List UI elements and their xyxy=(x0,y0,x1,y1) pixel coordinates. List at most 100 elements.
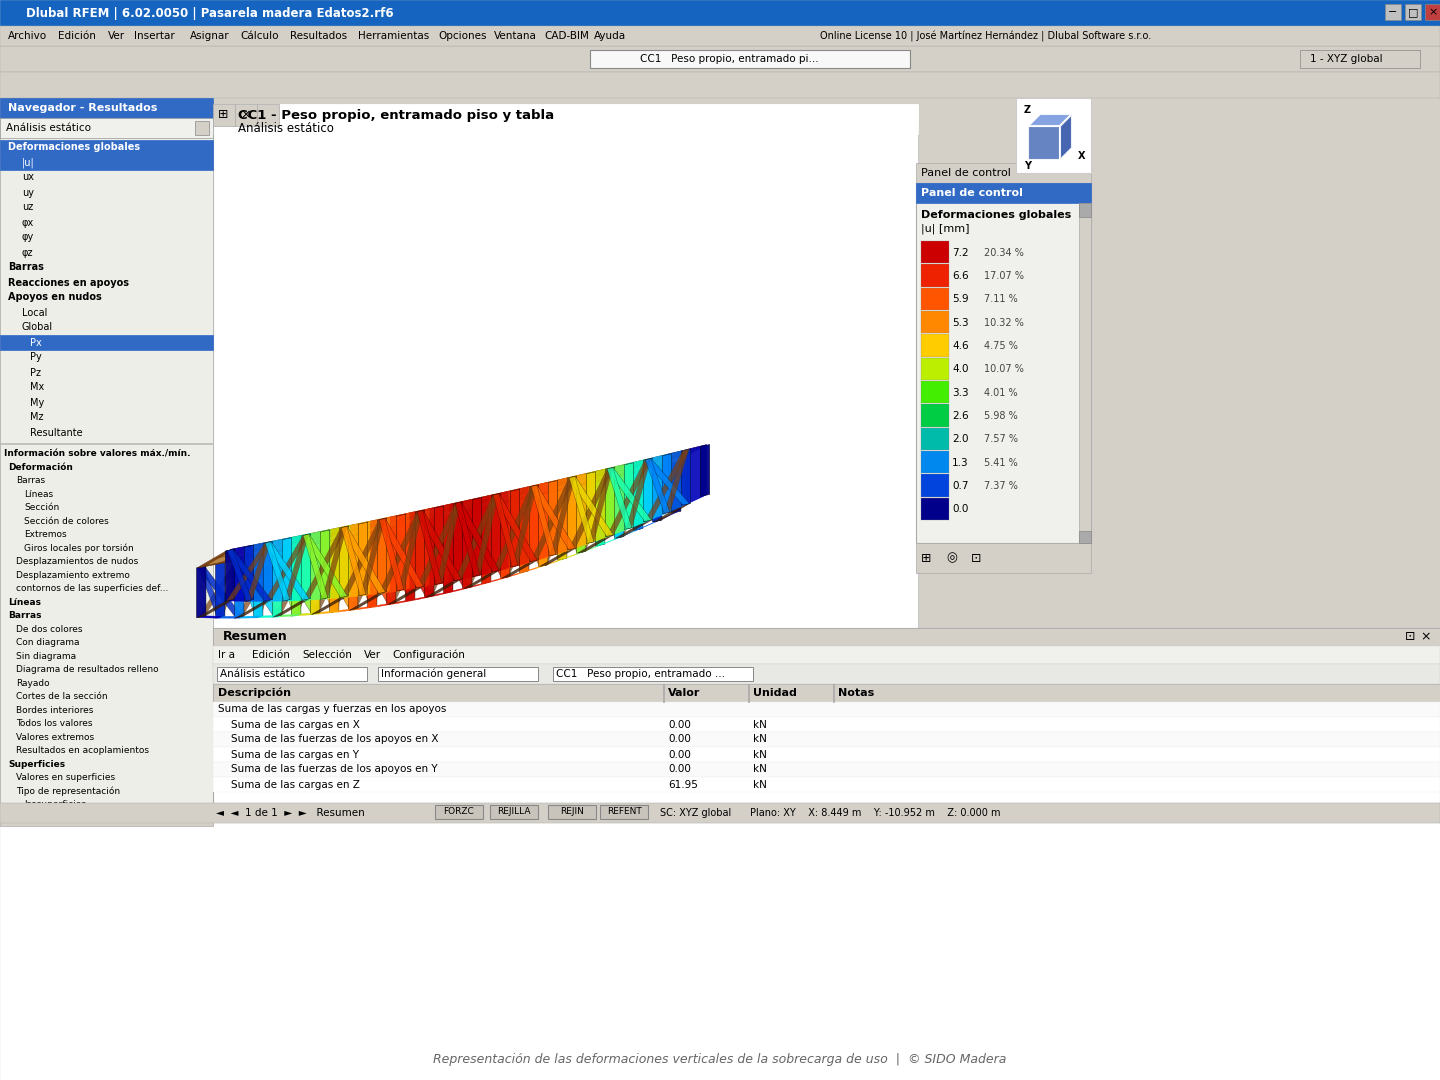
Bar xyxy=(256,104,279,126)
Text: |u|: |u| xyxy=(22,158,35,167)
Polygon shape xyxy=(308,597,331,600)
Text: Cortes de la sección: Cortes de la sección xyxy=(16,692,108,701)
Polygon shape xyxy=(410,509,429,588)
Polygon shape xyxy=(446,577,469,583)
Polygon shape xyxy=(200,562,222,568)
Text: ×: × xyxy=(1428,6,1437,17)
Polygon shape xyxy=(531,485,576,550)
Polygon shape xyxy=(644,458,652,522)
Polygon shape xyxy=(462,510,472,589)
Text: 7.37 %: 7.37 % xyxy=(984,481,1018,491)
Text: SC: XYZ global      Plano: XY    X: 8.449 m    Y: -10.952 m    Z: 0.000 m: SC: XYZ global Plano: XY X: 8.449 m Y: -… xyxy=(660,808,1001,818)
Polygon shape xyxy=(505,562,528,569)
Text: Ventana: Ventana xyxy=(494,31,537,41)
Polygon shape xyxy=(197,599,233,618)
Bar xyxy=(1385,4,1401,21)
Polygon shape xyxy=(667,449,687,512)
Polygon shape xyxy=(635,467,660,530)
Bar xyxy=(194,121,209,135)
Text: Pz: Pz xyxy=(30,367,40,378)
Bar xyxy=(922,451,949,473)
Polygon shape xyxy=(445,511,469,593)
Polygon shape xyxy=(616,463,651,476)
Polygon shape xyxy=(606,459,651,537)
Polygon shape xyxy=(464,494,500,512)
Polygon shape xyxy=(393,510,428,522)
Text: Superficies: Superficies xyxy=(9,759,65,769)
Bar xyxy=(922,404,949,427)
Text: Herramientas: Herramientas xyxy=(359,31,429,41)
Polygon shape xyxy=(367,517,390,523)
Text: Representación de las deformaciones verticales de la sobrecarga de uso  |  © SID: Representación de las deformaciones vert… xyxy=(433,1053,1007,1067)
Polygon shape xyxy=(397,597,420,604)
Text: −: − xyxy=(1388,6,1398,17)
Polygon shape xyxy=(567,476,577,550)
Bar xyxy=(0,804,213,826)
Polygon shape xyxy=(387,510,423,529)
Polygon shape xyxy=(531,476,576,562)
Bar xyxy=(916,543,1092,573)
Bar xyxy=(213,104,235,126)
Text: Valores extremos: Valores extremos xyxy=(16,732,94,742)
Text: φy: φy xyxy=(22,232,35,243)
Polygon shape xyxy=(531,485,556,556)
Text: □: □ xyxy=(1408,6,1418,17)
Polygon shape xyxy=(279,613,302,617)
Text: Reacciones en apoyos: Reacciones en apoyos xyxy=(9,278,130,287)
Polygon shape xyxy=(387,586,423,605)
Polygon shape xyxy=(651,450,685,463)
Polygon shape xyxy=(408,519,432,600)
Text: 7.57 %: 7.57 % xyxy=(984,434,1018,444)
Polygon shape xyxy=(302,526,347,600)
Polygon shape xyxy=(454,502,462,581)
Polygon shape xyxy=(436,502,461,584)
Text: Resultados en acoplamientos: Resultados en acoplamientos xyxy=(16,746,148,755)
Text: 4.6: 4.6 xyxy=(952,341,969,351)
Text: Desplazamientos de nudos: Desplazamientos de nudos xyxy=(16,557,138,566)
Polygon shape xyxy=(340,526,374,539)
Polygon shape xyxy=(331,536,356,612)
Polygon shape xyxy=(295,530,328,542)
Bar xyxy=(922,428,949,450)
Polygon shape xyxy=(492,487,527,500)
Bar xyxy=(213,747,1440,762)
Text: 2.0: 2.0 xyxy=(952,434,969,444)
Polygon shape xyxy=(350,527,395,610)
Polygon shape xyxy=(577,475,622,553)
Polygon shape xyxy=(644,455,667,461)
Bar xyxy=(916,183,1092,203)
Text: 5.98 %: 5.98 % xyxy=(984,411,1018,421)
Polygon shape xyxy=(615,475,624,539)
Polygon shape xyxy=(454,497,487,509)
Polygon shape xyxy=(347,593,370,597)
Polygon shape xyxy=(655,461,678,468)
Text: contornos de las superficies def...: contornos de las superficies def... xyxy=(16,584,168,593)
Bar xyxy=(922,241,949,264)
Polygon shape xyxy=(406,584,429,590)
Polygon shape xyxy=(282,538,292,602)
Bar xyxy=(0,26,1440,46)
Polygon shape xyxy=(240,546,275,559)
Bar xyxy=(1079,531,1092,543)
Polygon shape xyxy=(664,503,687,514)
Text: 0.7: 0.7 xyxy=(952,481,969,491)
Polygon shape xyxy=(624,521,648,530)
Text: Panel de control: Panel de control xyxy=(922,188,1022,198)
Text: Valores en superficies: Valores en superficies xyxy=(16,773,115,782)
Text: CC1   Peso propio, entramado ...: CC1 Peso propio, entramado ... xyxy=(556,669,724,679)
Polygon shape xyxy=(318,538,341,543)
Polygon shape xyxy=(281,539,314,551)
Polygon shape xyxy=(284,535,308,600)
Polygon shape xyxy=(239,616,262,618)
Text: φx: φx xyxy=(22,217,35,228)
Polygon shape xyxy=(331,525,350,597)
Text: Isosuperficies: Isosuperficies xyxy=(24,800,86,809)
Polygon shape xyxy=(338,608,361,612)
Polygon shape xyxy=(585,536,608,545)
Polygon shape xyxy=(681,449,691,505)
Bar xyxy=(1017,98,1092,173)
Polygon shape xyxy=(387,513,409,518)
Polygon shape xyxy=(216,562,225,618)
Polygon shape xyxy=(229,599,252,602)
Bar xyxy=(922,357,949,380)
